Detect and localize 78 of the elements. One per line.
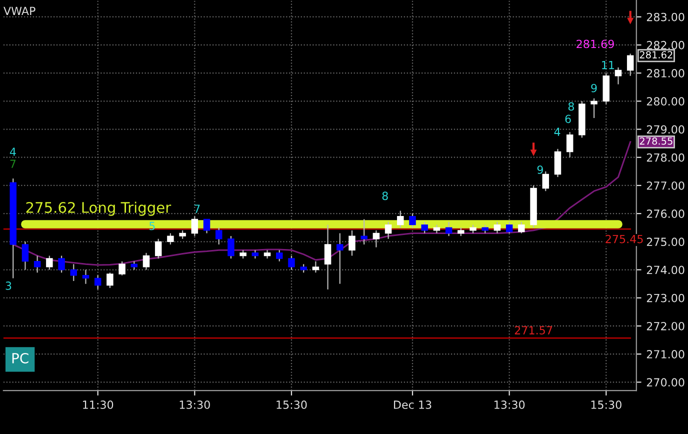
candlestick: [82, 269, 90, 284]
candlestick: [312, 260, 320, 274]
annotation: 6: [565, 114, 571, 124]
y-tick-label: 277.00: [646, 181, 684, 190]
y-tick-label: 276.00: [646, 210, 684, 218]
y-tick-label: 272.00: [646, 322, 684, 330]
ref-line-label: 275.45: [606, 234, 643, 244]
candlestick: [58, 255, 65, 274]
candlestick: [324, 224, 332, 290]
candlestick: [590, 98, 598, 119]
x-tick-label: 15:30: [591, 400, 622, 409]
candlestick: [288, 255, 295, 270]
y-tick-label: 282.00: [646, 40, 684, 50]
y-tick-label: 275.00: [646, 238, 684, 246]
candlestick: [554, 148, 562, 178]
candlestick: [626, 53, 634, 76]
candlestick: [384, 221, 392, 240]
y-tick-label: 279.00: [646, 125, 684, 134]
candlestick: [506, 221, 513, 234]
candlestick: [203, 218, 210, 234]
x-tick-label: 13:30: [180, 400, 210, 409]
candlestick: [118, 260, 126, 276]
candlestick: [22, 241, 29, 270]
y-tick-label: 270.00: [646, 378, 684, 387]
candlestick: [70, 264, 78, 282]
x-tick-label: Dec 13: [394, 400, 432, 409]
candlestick: [542, 170, 550, 192]
candlestick: [46, 255, 53, 270]
candlestick: [494, 221, 501, 234]
ref-line-label: 275.62 Long Trigger: [26, 202, 172, 216]
y-tick-label: 271.00: [646, 350, 684, 358]
annotation: 3: [6, 282, 12, 290]
annotation: 9: [591, 84, 597, 92]
annotation: 7: [10, 160, 16, 168]
x-tick-label: 11:30: [83, 400, 114, 409]
candlestick: [276, 250, 283, 262]
x-tick-label: 15:30: [276, 400, 307, 409]
annotation: 4: [10, 148, 16, 156]
y-tick-label: 278.00: [646, 153, 684, 162]
annotation: 7: [194, 204, 200, 213]
candlestick: [94, 274, 102, 290]
chart-title: VWAP: [4, 6, 36, 15]
x-tick-label: 13:30: [494, 400, 525, 409]
candlestick: [215, 227, 222, 246]
candlestick: [142, 252, 150, 270]
candlestick: [167, 232, 174, 246]
annotation: PC: [12, 352, 28, 364]
candlestick: [445, 221, 452, 237]
candlestick: [409, 213, 416, 228]
candlestick: [566, 132, 574, 158]
annotation: 4: [554, 128, 560, 136]
candlestick: [614, 66, 622, 85]
annotation: 5: [150, 222, 155, 230]
y-tick-label: 280.00: [646, 97, 684, 106]
candlestick: [348, 230, 356, 256]
y-tick-label: 273.00: [646, 294, 684, 302]
annotation: 8: [568, 102, 574, 111]
candlestick: [372, 230, 380, 248]
candlestick: [34, 255, 41, 274]
candlestick: [397, 210, 404, 228]
candlestick: [518, 221, 525, 234]
y-tick-label: 274.00: [646, 266, 684, 274]
annotation: 8: [382, 192, 388, 200]
candlestick: [191, 216, 198, 237]
candlestick: [336, 232, 344, 284]
candlestick: [228, 235, 234, 260]
candlestick: [154, 238, 162, 260]
candlestick: [106, 272, 114, 289]
annotation: 9: [537, 166, 543, 174]
y-tick-label: 281.00: [646, 69, 684, 78]
candlestick: [421, 221, 428, 234]
ref-line-label: 271.57: [514, 326, 552, 334]
annotation: 281.69: [576, 40, 614, 48]
annotation: 278.55: [640, 137, 672, 145]
candlestick: [360, 218, 368, 246]
annotation: 281.62: [640, 51, 672, 58]
annotation: 11: [602, 60, 614, 70]
y-tick-label: 283.00: [646, 12, 684, 22]
